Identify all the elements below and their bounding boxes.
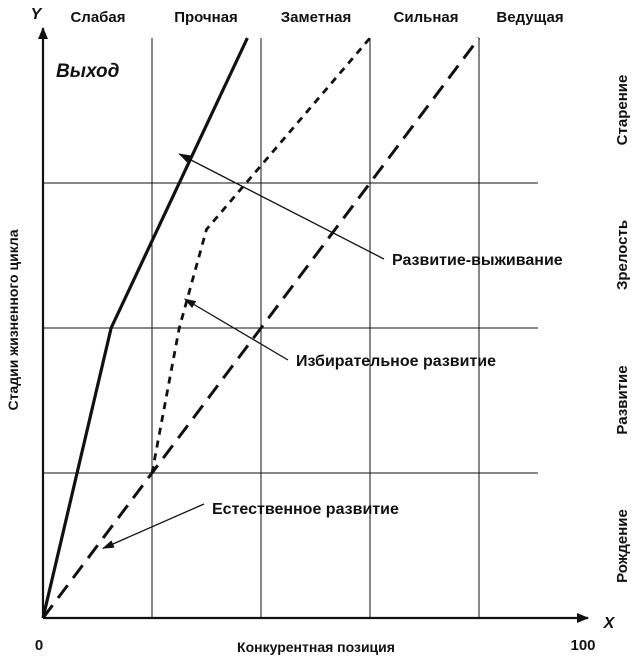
stage-label: Рождение xyxy=(614,509,631,583)
callout-survival-development: Развитие-выживание xyxy=(392,252,563,269)
series-line-1 xyxy=(41,37,249,619)
callout-selective-development: Избирательное развитие xyxy=(296,353,496,370)
competitive-position-labels: Слабая Прочная Заметная Сильная Ведущая xyxy=(70,9,563,26)
life-cycle-stage-labels: Рождение Развитие Зрелость Старение xyxy=(614,75,631,583)
annotation-arrow xyxy=(178,153,385,260)
stage-label: Зрелость xyxy=(614,220,631,290)
position-label: Ведущая xyxy=(496,9,563,26)
series-line-2 xyxy=(150,37,372,474)
series-group xyxy=(41,37,481,619)
position-label: Слабая xyxy=(70,9,125,26)
x-axis-title: Конкурентная позиция xyxy=(237,639,395,655)
x-axis-letter: X xyxy=(603,615,616,632)
grid xyxy=(43,38,538,618)
x-min-tick-label: 0 xyxy=(35,637,43,654)
position-label: Прочная xyxy=(174,9,238,26)
y-axis-letter: Y xyxy=(31,6,43,23)
series-line-3 xyxy=(41,37,481,619)
annotation-arrow xyxy=(102,503,205,549)
stage-label: Развитие xyxy=(614,365,631,434)
x-max-tick-label: 100 xyxy=(570,637,595,654)
callout-natural-development: Естественное развитие xyxy=(212,501,399,518)
position-label: Заметная xyxy=(281,9,351,26)
stage-label: Старение xyxy=(614,75,631,146)
position-label: Сильная xyxy=(394,9,459,26)
annotation-arrow xyxy=(183,298,289,361)
y-axis-title: Стадии жизненного цикла xyxy=(5,229,21,410)
annotation-arrows xyxy=(102,153,385,549)
exit-label: Выход xyxy=(56,61,120,82)
